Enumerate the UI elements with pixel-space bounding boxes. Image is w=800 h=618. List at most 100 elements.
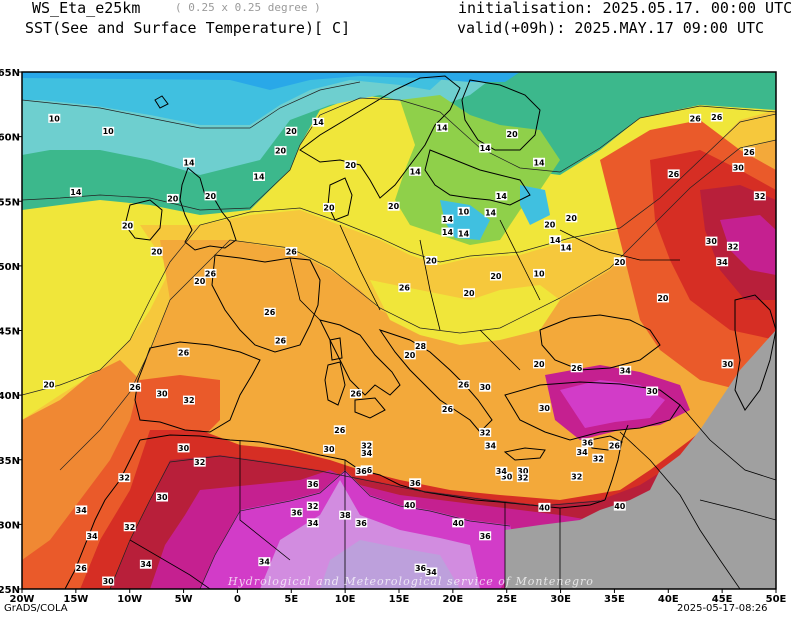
coastline-faroe	[154, 95, 169, 109]
contour-label-bg	[452, 518, 465, 528]
contour-label-bg	[285, 246, 298, 256]
contour-label: 30	[733, 163, 745, 172]
contour-label-bg	[414, 563, 427, 573]
coastline-black-sea	[539, 314, 661, 371]
contour-label-bg	[177, 443, 190, 453]
contour-label: 10	[49, 114, 61, 123]
contour-label-bg	[182, 395, 195, 405]
border-line	[499, 219, 541, 301]
contour-label: 20	[404, 351, 416, 360]
contour-label-bg	[570, 363, 583, 373]
x-tick-label: 10E	[335, 594, 356, 605]
contour-label-bg	[118, 473, 131, 483]
border-line	[479, 329, 521, 371]
contour-label-bg	[656, 293, 669, 303]
contour-label: 34	[496, 467, 508, 476]
contour-label: 20	[286, 127, 298, 136]
central-europe-zone	[370, 280, 560, 345]
contour-label: 26	[350, 390, 362, 399]
y-tick-label: 25N	[0, 585, 20, 596]
baltic-cool-zone	[395, 95, 560, 245]
contour-label-bg	[339, 510, 352, 520]
y-tick-label: 50N	[0, 262, 20, 273]
contour-label-bg	[495, 466, 508, 476]
contour-label-bg	[576, 447, 589, 457]
contour-label-bg	[484, 440, 497, 450]
contour-label-bg	[204, 191, 217, 201]
contour-label-bg	[166, 193, 179, 203]
contour-label-bg	[403, 500, 416, 510]
x-tick-label: 20E	[442, 594, 463, 605]
contour-label: 30	[480, 383, 492, 392]
contour-label: 36	[582, 439, 594, 448]
contour-label-bg	[619, 365, 632, 375]
contour-label-bg	[306, 501, 319, 511]
contour-label-bg	[726, 241, 739, 251]
x-tick-label: 25E	[496, 594, 517, 605]
contour-label-bg	[743, 147, 756, 157]
contour-label-bg	[285, 126, 298, 136]
contour-label-bg	[258, 557, 271, 567]
contour-label-bg	[689, 113, 702, 123]
contour-label-bg	[506, 129, 519, 139]
x-tick-label: 35E	[604, 594, 625, 605]
contour-label: 14	[437, 123, 449, 132]
contour-label: 34	[717, 258, 729, 267]
contour-label: 36	[356, 467, 368, 476]
contour-label-bg	[732, 162, 745, 172]
contour-label: 30	[501, 472, 513, 481]
contour-label-bg	[457, 228, 470, 238]
contour-label-bg	[322, 444, 335, 454]
contour-label: 32	[307, 502, 318, 511]
border-line	[699, 499, 776, 521]
contour-label: 36	[410, 479, 422, 488]
contour-label-bg	[565, 213, 578, 223]
contour-label: 36	[291, 509, 303, 518]
contour-label: 34	[426, 568, 438, 577]
contour-label-bg	[414, 341, 427, 351]
contour-label: 14	[480, 144, 492, 153]
contour-label-bg	[156, 492, 169, 502]
contour-label: 34	[620, 366, 632, 375]
contour-label-bg	[102, 576, 115, 586]
contour-label-bg	[608, 440, 621, 450]
contour-label: 14	[496, 192, 508, 201]
temperature-zone-6	[22, 72, 520, 90]
contour-label-bg	[182, 157, 195, 167]
contour-label-bg	[349, 389, 362, 399]
contour-label: 20	[323, 204, 335, 213]
border-line	[289, 257, 321, 321]
contour-label: 30	[178, 444, 190, 453]
contour-label: 26	[609, 441, 621, 450]
contour-label-bg	[274, 146, 287, 156]
contour-label-bg	[613, 257, 626, 267]
software-credit: GrADS/COLA	[4, 603, 68, 614]
contour-label-bg	[360, 440, 373, 450]
contour-label: 32	[480, 428, 491, 437]
coastline-turkey	[504, 381, 681, 441]
contour-label-bg	[533, 268, 546, 278]
contour-label: 26	[442, 405, 454, 414]
contour-label-bg	[306, 479, 319, 489]
contour-label: 34	[307, 519, 319, 528]
y-tick-label: 30N	[0, 520, 20, 531]
contour-label: 14	[313, 118, 325, 127]
contour-label-bg	[121, 221, 134, 231]
x-tick-label: 15W	[63, 594, 88, 605]
isotherm-10	[22, 81, 361, 129]
valid-time: valid(+09h): 2025.MAY.17 09:00 UTC	[457, 19, 765, 37]
contour-label: 10	[103, 127, 115, 136]
contour-label: 26	[130, 383, 142, 392]
contour-label-bg	[533, 157, 546, 167]
contour-label-bg	[403, 350, 416, 360]
contour-label: 36	[480, 532, 492, 541]
contour-label: 14	[183, 158, 195, 167]
x-tick-label: 0	[234, 594, 241, 605]
contour-label-bg	[204, 268, 217, 278]
isotherm-20	[22, 113, 776, 396]
contour-label-bg	[489, 271, 502, 281]
contour-label-bg	[75, 505, 88, 515]
contour-label: 26	[334, 426, 346, 435]
